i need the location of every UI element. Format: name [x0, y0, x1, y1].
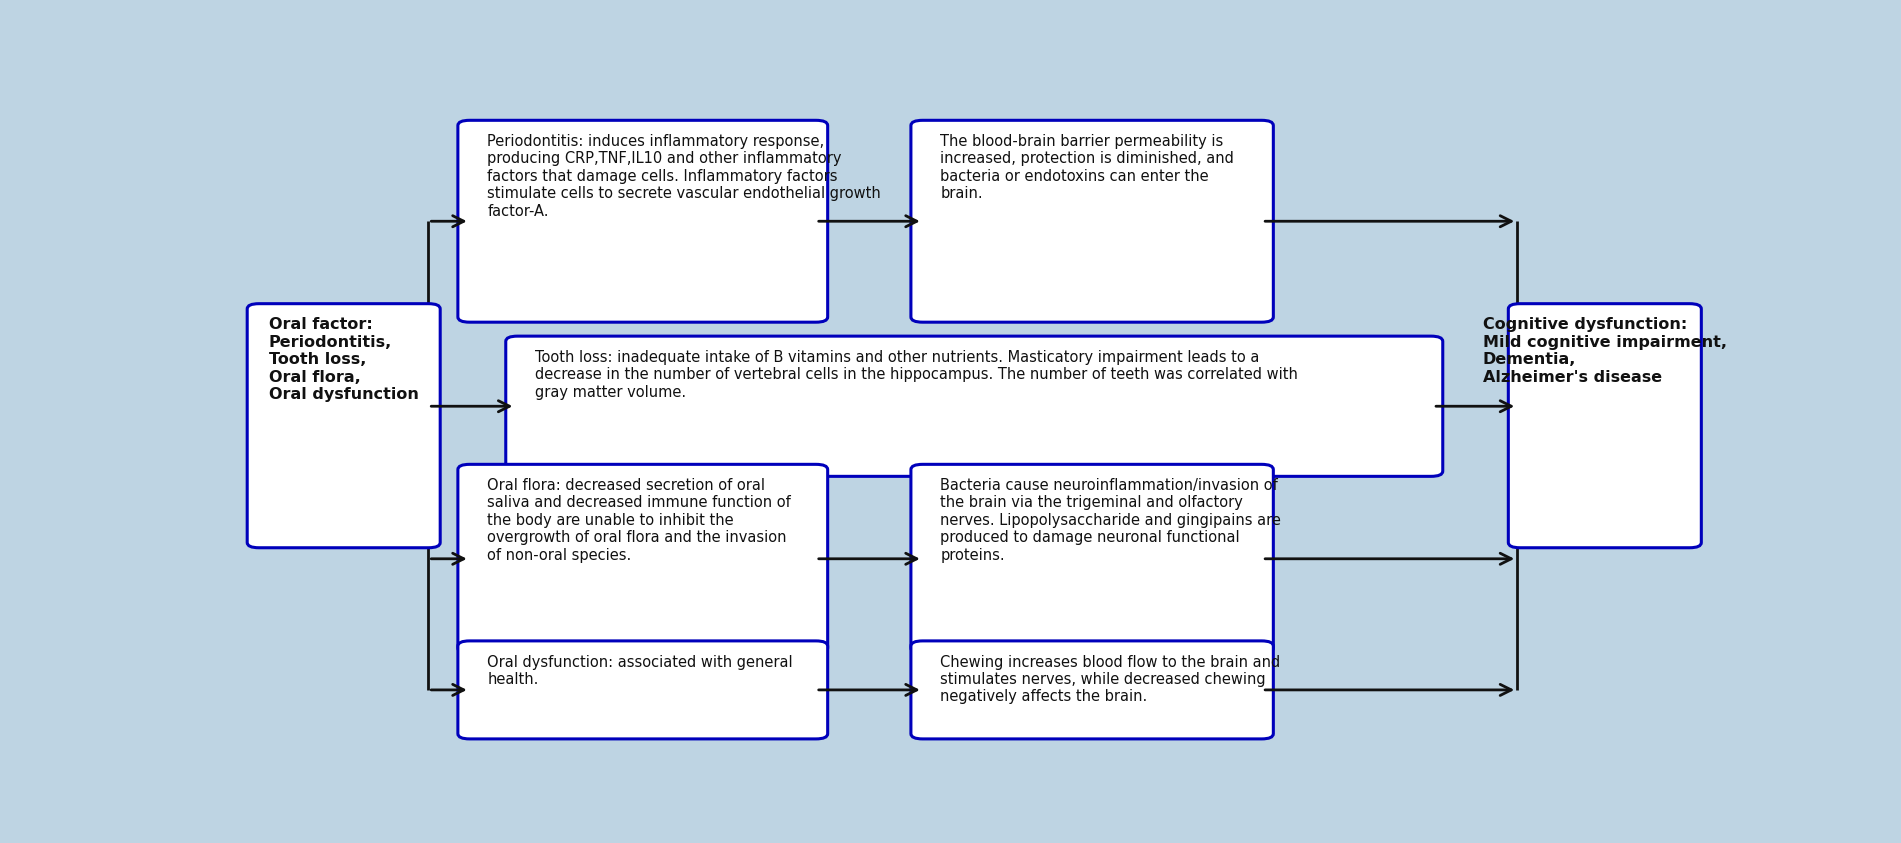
- FancyBboxPatch shape: [247, 303, 441, 548]
- FancyBboxPatch shape: [506, 336, 1443, 476]
- FancyBboxPatch shape: [458, 464, 827, 653]
- Text: Oral dysfunction: associated with general
health.: Oral dysfunction: associated with genera…: [487, 654, 793, 687]
- FancyBboxPatch shape: [458, 121, 827, 322]
- Text: Bacteria cause neuroinflammation/invasion of
the brain via the trigeminal and ol: Bacteria cause neuroinflammation/invasio…: [941, 478, 1281, 562]
- FancyBboxPatch shape: [911, 121, 1274, 322]
- Text: Tooth loss: inadequate intake of B vitamins and other nutrients. Masticatory imp: Tooth loss: inadequate intake of B vitam…: [536, 350, 1298, 400]
- FancyBboxPatch shape: [1507, 303, 1701, 548]
- FancyBboxPatch shape: [911, 641, 1274, 739]
- Text: Oral flora: decreased secretion of oral
saliva and decreased immune function of
: Oral flora: decreased secretion of oral …: [487, 478, 791, 562]
- FancyBboxPatch shape: [911, 464, 1274, 653]
- Text: Cognitive dysfunction:
Mild cognitive impairment,
Dementia,
Alzheimer's disease: Cognitive dysfunction: Mild cognitive im…: [1483, 317, 1726, 384]
- Text: Chewing increases blood flow to the brain and
stimulates nerves, while decreased: Chewing increases blood flow to the brai…: [941, 654, 1281, 704]
- Text: Periodontitis: induces inflammatory response,
producing CRP,TNF,IL10 and other i: Periodontitis: induces inflammatory resp…: [487, 134, 880, 218]
- FancyBboxPatch shape: [458, 641, 827, 739]
- Text: Oral factor:
Periodontitis,
Tooth loss,
Oral flora,
Oral dysfunction: Oral factor: Periodontitis, Tooth loss, …: [268, 317, 418, 402]
- Text: The blood-brain barrier permeability is
increased, protection is diminished, and: The blood-brain barrier permeability is …: [941, 134, 1234, 201]
